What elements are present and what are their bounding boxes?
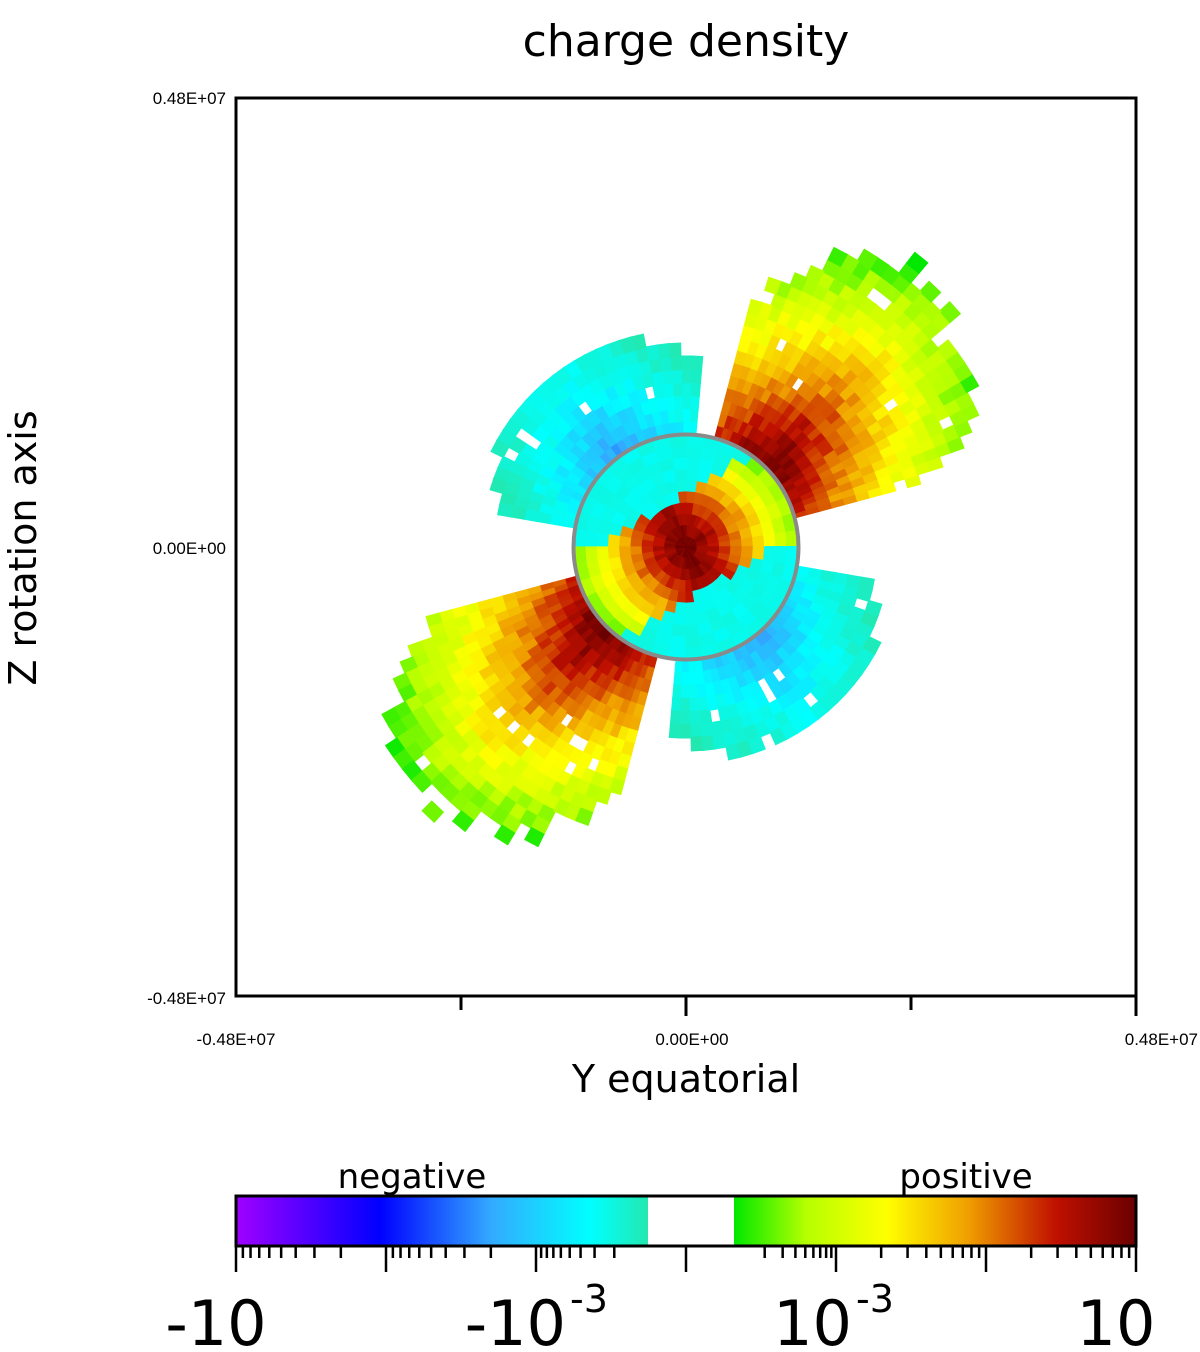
density-cell [594, 786, 612, 805]
density-cell [490, 438, 510, 459]
density-cell [639, 539, 654, 548]
density-cell [685, 467, 700, 481]
star-surface-outline [571, 432, 801, 662]
density-cell [617, 535, 632, 548]
density-cell [905, 251, 929, 274]
density-cell [676, 590, 687, 605]
density-cell [689, 368, 703, 384]
density-cell [524, 826, 545, 848]
density-cell [410, 770, 434, 794]
x-tick-label: 0.00E+00 [655, 1030, 728, 1049]
density-cell [805, 264, 825, 285]
colorbar-positive-label: positive [899, 1157, 1032, 1197]
density-cell [747, 735, 766, 755]
density-cell [936, 339, 958, 361]
density-cell [606, 533, 620, 548]
density-cell [862, 635, 882, 656]
density-cell [729, 546, 744, 557]
density-cell [764, 276, 782, 295]
density-cell [674, 601, 687, 616]
density-cell [919, 280, 942, 303]
x-axis-label: Y equatorial [571, 1057, 800, 1101]
density-cell [689, 381, 702, 397]
density-cell [680, 710, 693, 726]
density-cell [493, 824, 516, 846]
density-cell [628, 537, 643, 548]
density-cell [690, 355, 704, 371]
density-map [381, 246, 980, 848]
colorbar-positive-segment [734, 1196, 1136, 1246]
density-cell [699, 709, 713, 726]
x-tick-label: -0.48E+07 [197, 1030, 276, 1049]
density-cell [827, 246, 848, 268]
density-cell [668, 723, 682, 739]
y-axis-label: Z rotation axis [1, 410, 45, 685]
density-cell [718, 546, 733, 555]
density-cell [497, 502, 514, 518]
density-cell [669, 710, 683, 726]
density-cell [421, 800, 445, 824]
chart-title: charge density [523, 16, 850, 67]
density-cell [752, 546, 766, 561]
density-cell [575, 807, 594, 827]
colorbar-tick-label: -10 [165, 1287, 266, 1352]
x-axis-ticks [459, 996, 1138, 1016]
colorbar-zero-gap [648, 1196, 734, 1246]
density-cell [747, 298, 763, 317]
density-cell [679, 368, 692, 384]
density-cell [679, 723, 693, 739]
density-cell [864, 599, 883, 617]
colorbar-tick-label-pos-min: 10 -3 [773, 1277, 894, 1352]
density-cell [678, 579, 687, 594]
density-cell [451, 810, 475, 833]
density-cell [679, 355, 693, 371]
density-cell [740, 546, 755, 559]
density-cell [858, 576, 875, 592]
density-cell [685, 500, 694, 515]
y-tick-label: 0.48E+07 [153, 89, 226, 108]
y-tick-label: 0.00E+00 [153, 539, 226, 558]
colorbar-tick-base: -10 [465, 1287, 566, 1352]
density-cell [489, 477, 508, 495]
density-cell [685, 478, 698, 493]
colorbar-tick-exponent: -3 [570, 1277, 608, 1321]
density-cell [789, 272, 808, 292]
density-cell [609, 777, 625, 796]
density-cell [672, 613, 687, 627]
colorbar-tick-label-neg-min: -10 -3 [465, 1277, 608, 1352]
density-cell [670, 697, 683, 713]
colorbar-negative-label: negative [338, 1157, 487, 1197]
colorbar-negative-segment [236, 1196, 648, 1246]
density-cell [685, 489, 696, 504]
colorbar-tick-base: 10 [773, 1287, 852, 1352]
colorbar-tick-label: 10 [1077, 1287, 1156, 1352]
y-tick-label: -0.48E+07 [147, 989, 226, 1008]
density-cell [938, 300, 962, 324]
density-cell [856, 248, 879, 270]
colorbar-tick-exponent: -3 [856, 1277, 894, 1321]
x-tick-label: 0.48E+07 [1125, 1030, 1198, 1049]
colorbar-ticks [234, 1246, 1138, 1272]
